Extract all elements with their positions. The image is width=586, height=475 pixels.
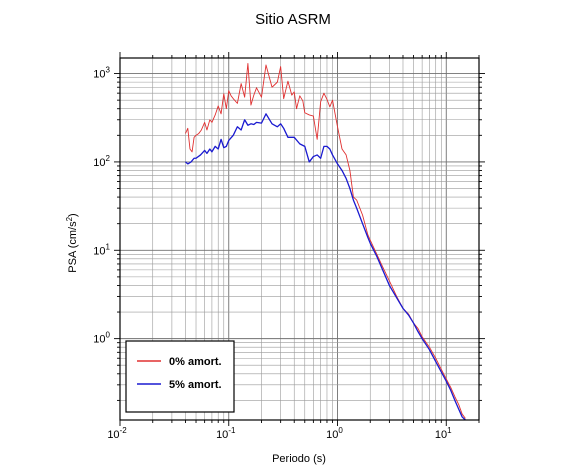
y-tick-label-base: 10 — [93, 157, 105, 169]
y-tick-label-exponent: 1 — [106, 242, 111, 251]
plot-frame — [119, 57, 480, 421]
y-tick-label-exponent: 3 — [106, 66, 111, 75]
x-tick-label-base: 10 — [326, 429, 338, 441]
x-tick-label-base: 10 — [107, 429, 119, 441]
chart-title: Sitio ASRM — [255, 11, 331, 28]
y-tick-label: 103 — [93, 66, 110, 81]
x-tick-label: 101 — [435, 426, 452, 441]
x-tick-labels: 10-2 10-1 100 101 — [107, 426, 452, 441]
tick-marks — [114, 52, 485, 426]
y-tick-label: 100 — [93, 331, 110, 346]
y-tick-label-base: 10 — [93, 334, 105, 346]
x-tick-label-exponent: 1 — [447, 426, 452, 435]
legend-label-5-damping: 5% amort. — [169, 379, 222, 391]
x-tick-label: 10-2 — [107, 426, 127, 441]
x-tick-label-exponent: 0 — [338, 426, 343, 435]
x-tick-label-exponent: -2 — [120, 426, 128, 435]
legend-label-0-damping: 0% amort. — [169, 356, 222, 368]
legend-box — [125, 340, 235, 413]
y-tick-label-base: 10 — [93, 69, 105, 81]
x-tick-label-base: 10 — [435, 429, 447, 441]
series-lines — [185, 63, 466, 421]
x-axis-label: Periodo (s) — [272, 453, 326, 465]
y-axis-label-main: PSA (cm/s — [67, 221, 79, 273]
y-tick-label: 101 — [93, 242, 110, 257]
y-tick-label-base: 10 — [93, 245, 105, 257]
x-tick-label-exponent: -1 — [228, 426, 236, 435]
y-tick-label-exponent: 2 — [106, 154, 111, 163]
legend: 0% amort. 5% amort. — [125, 340, 235, 413]
x-tick-label: 100 — [326, 426, 343, 441]
grid-lines — [119, 58, 480, 420]
y-axis-label-close: ) — [67, 213, 79, 217]
x-tick-label: 10-1 — [216, 426, 236, 441]
y-axis-label-superscript: 2 — [65, 216, 74, 221]
y-tick-label-exponent: 0 — [106, 331, 111, 340]
y-axis-label: PSA (cm/s2) — [65, 213, 79, 272]
series-line-5-damping — [185, 113, 466, 421]
x-tick-label-base: 10 — [216, 429, 228, 441]
y-tick-label: 102 — [93, 154, 110, 169]
